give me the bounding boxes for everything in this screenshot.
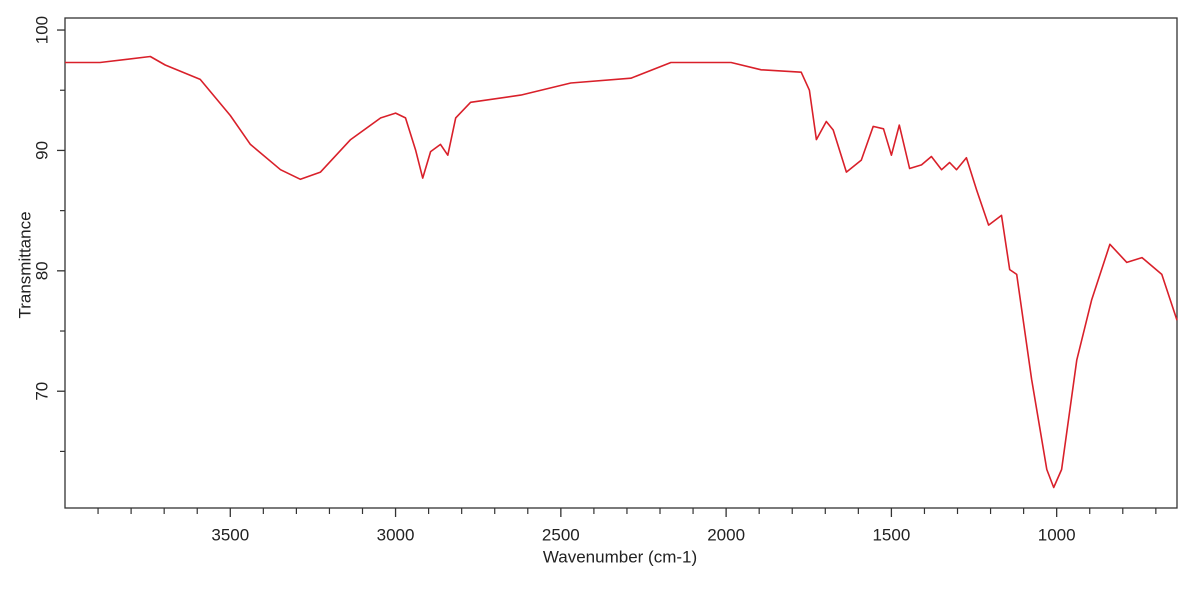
y-tick-label: 80 — [32, 261, 51, 280]
x-tick-label: 1500 — [872, 525, 910, 544]
x-tick-label: 1000 — [1038, 525, 1076, 544]
y-axis-label: Transmittance — [15, 211, 34, 318]
spectrum-line — [65, 55, 1178, 489]
x-tick-label: 3500 — [211, 525, 249, 544]
y-tick-label: 90 — [32, 141, 51, 160]
x-tick-label: 3000 — [377, 525, 415, 544]
x-tick-label: 2500 — [542, 525, 580, 544]
plot-frame — [64, 17, 1178, 509]
x-axis-label: Wavenumber (cm-1) — [543, 547, 697, 566]
y-tick-label: 70 — [32, 382, 51, 401]
x-tick-label: 2000 — [707, 525, 745, 544]
y-tick-label: 100 — [32, 16, 51, 44]
